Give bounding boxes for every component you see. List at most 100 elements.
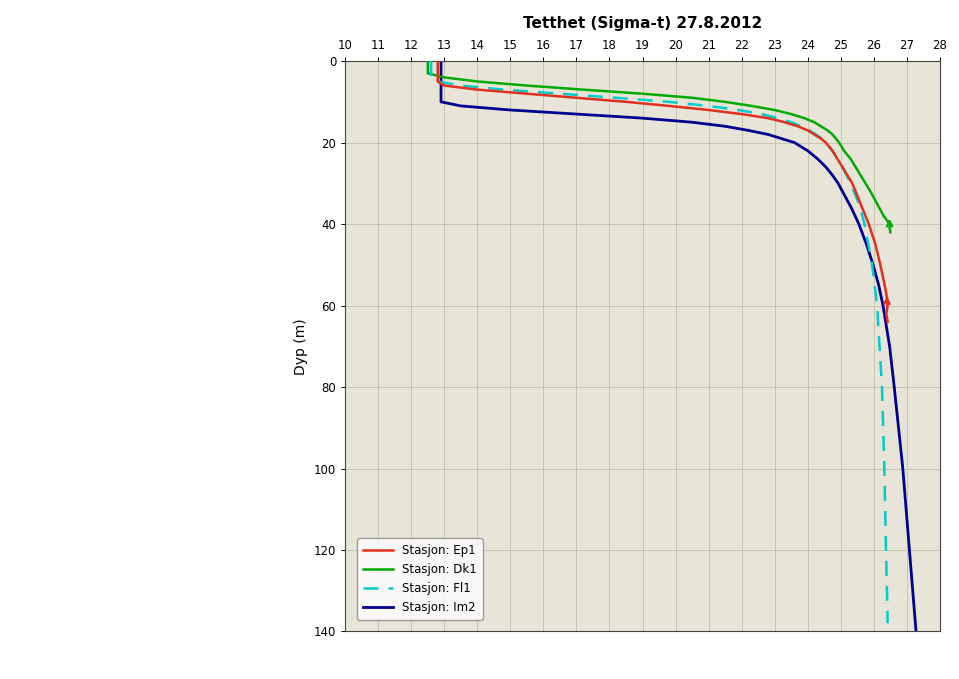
Stasjon: Dk1: (22.3, 11): Dk1: (22.3, 11) xyxy=(746,102,758,110)
Stasjon: Im2: (23.2, 19): Im2: (23.2, 19) xyxy=(776,134,787,143)
Line: Stasjon: Im2: Stasjon: Im2 xyxy=(441,61,916,631)
Stasjon: Im2: (25.6, 40): Im2: (25.6, 40) xyxy=(854,220,865,228)
Stasjon: Fl1: (12.8, 5): Fl1: (12.8, 5) xyxy=(432,77,443,86)
Stasjon: Fl1: (12.6, 4): Fl1: (12.6, 4) xyxy=(426,73,437,81)
Stasjon: Im2: (24.6, 26): Im2: (24.6, 26) xyxy=(820,163,831,171)
Stasjon: Ep1: (26.4, 58): Ep1: (26.4, 58) xyxy=(881,293,893,301)
Stasjon: Im2: (25.8, 45): Im2: (25.8, 45) xyxy=(861,240,873,249)
Stasjon: Im2: (24, 22): Im2: (24, 22) xyxy=(802,147,813,155)
Stasjon: Im2: (24.8, 28): Im2: (24.8, 28) xyxy=(827,171,838,179)
Stasjon: Im2: (27, 110): Im2: (27, 110) xyxy=(901,505,912,513)
Stasjon: Dk1: (24.4, 16): Dk1: (24.4, 16) xyxy=(815,122,827,130)
Stasjon: Im2: (26.1, 55): Im2: (26.1, 55) xyxy=(873,281,884,289)
Stasjon: Fl1: (26.4, 138): Fl1: (26.4, 138) xyxy=(882,619,894,627)
Stasjon: Ep1: (24, 17): Ep1: (24, 17) xyxy=(802,126,813,134)
Stasjon: Ep1: (13, 6): Ep1: (13, 6) xyxy=(438,81,450,90)
Stasjon: Dk1: (24.8, 18): Dk1: (24.8, 18) xyxy=(827,130,838,139)
Stasjon: Im2: (26.9, 100): Im2: (26.9, 100) xyxy=(897,464,908,473)
Stasjon: Fl1: (26.4, 120): Fl1: (26.4, 120) xyxy=(880,546,892,554)
Stasjon: Ep1: (22.8, 14): Ep1: (22.8, 14) xyxy=(762,114,774,122)
Stasjon: Dk1: (14, 5): Dk1: (14, 5) xyxy=(472,77,483,86)
Stasjon: Dk1: (23.5, 13): Dk1: (23.5, 13) xyxy=(785,110,797,118)
Stasjon: Ep1: (23.7, 16): Ep1: (23.7, 16) xyxy=(792,122,804,130)
Stasjon: Ep1: (26.4, 60): Ep1: (26.4, 60) xyxy=(882,301,894,310)
Stasjon: Dk1: (25.8, 30): Dk1: (25.8, 30) xyxy=(859,179,871,187)
Stasjon: Fl1: (23.5, 15): Fl1: (23.5, 15) xyxy=(785,118,797,126)
Stasjon: Ep1: (26.3, 55): Ep1: (26.3, 55) xyxy=(878,281,890,289)
Stasjon: Ep1: (26.2, 50): Ep1: (26.2, 50) xyxy=(875,261,886,269)
Stasjon: Fl1: (18.2, 9): Fl1: (18.2, 9) xyxy=(610,94,621,102)
Stasjon: Ep1: (18.5, 10): Ep1: (18.5, 10) xyxy=(620,98,632,106)
Stasjon: Fl1: (26.2, 80): Fl1: (26.2, 80) xyxy=(877,383,888,391)
Stasjon: Ep1: (15.5, 8): Ep1: (15.5, 8) xyxy=(521,90,532,98)
Stasjon: Im2: (19, 14): Im2: (19, 14) xyxy=(637,114,648,122)
Stasjon: Im2: (22.8, 18): Im2: (22.8, 18) xyxy=(762,130,774,139)
Stasjon: Ep1: (24.4, 19): Ep1: (24.4, 19) xyxy=(815,134,827,143)
Stasjon: Im2: (15, 12): Im2: (15, 12) xyxy=(504,106,516,114)
Stasjon: Ep1: (25.9, 40): Ep1: (25.9, 40) xyxy=(863,220,875,228)
Stasjon: Fl1: (24.9, 24): Fl1: (24.9, 24) xyxy=(831,155,843,163)
Stasjon: Fl1: (22.6, 13): Fl1: (22.6, 13) xyxy=(756,110,767,118)
Stasjon: Dk1: (24.2, 15): Dk1: (24.2, 15) xyxy=(808,118,820,126)
Stasjon: Fl1: (25.2, 28): Fl1: (25.2, 28) xyxy=(841,171,853,179)
Stasjon: Ep1: (25.6, 35): Ep1: (25.6, 35) xyxy=(854,200,866,208)
Stasjon: Fl1: (14.8, 7): Fl1: (14.8, 7) xyxy=(498,86,509,94)
Stasjon: Im2: (26.6, 80): Im2: (26.6, 80) xyxy=(888,383,900,391)
Stasjon: Im2: (17, 13): Im2: (17, 13) xyxy=(571,110,582,118)
Stasjon: Im2: (23.6, 20): Im2: (23.6, 20) xyxy=(788,139,800,147)
Stasjon: Dk1: (20.5, 9): Dk1: (20.5, 9) xyxy=(687,94,698,102)
Stasjon: Ep1: (24.9, 24): Ep1: (24.9, 24) xyxy=(831,155,843,163)
Stasjon: Fl1: (24.1, 17): Fl1: (24.1, 17) xyxy=(804,126,815,134)
Stasjon: Fl1: (24.8, 22): Fl1: (24.8, 22) xyxy=(827,147,838,155)
Stasjon: Fl1: (13.5, 6): Fl1: (13.5, 6) xyxy=(456,81,467,90)
Stasjon: Ep1: (24.6, 20): Ep1: (24.6, 20) xyxy=(820,139,831,147)
Stasjon: Ep1: (12.8, 0): Ep1: (12.8, 0) xyxy=(432,57,443,65)
Stasjon: Ep1: (26.1, 45): Ep1: (26.1, 45) xyxy=(870,240,881,249)
Stasjon: Ep1: (25.2, 28): Ep1: (25.2, 28) xyxy=(842,171,854,179)
Stasjon: Fl1: (25.6, 35): Fl1: (25.6, 35) xyxy=(854,200,865,208)
Stasjon: Dk1: (26.1, 35): Dk1: (26.1, 35) xyxy=(872,200,883,208)
Stasjon: Im2: (27.3, 140): Im2: (27.3, 140) xyxy=(910,627,922,636)
Stasjon: Ep1: (21, 12): Ep1: (21, 12) xyxy=(703,106,714,114)
Stasjon: Dk1: (25.3, 24): Dk1: (25.3, 24) xyxy=(845,155,856,163)
Stasjon: Dk1: (19, 8): Dk1: (19, 8) xyxy=(637,90,648,98)
Stasjon: Im2: (27.1, 120): Im2: (27.1, 120) xyxy=(903,546,915,554)
Stasjon: Im2: (26.3, 60): Im2: (26.3, 60) xyxy=(877,301,889,310)
Stasjon: Dk1: (17.2, 7): Dk1: (17.2, 7) xyxy=(577,86,589,94)
Stasjon: Fl1: (24.6, 20): Fl1: (24.6, 20) xyxy=(820,139,831,147)
Stasjon: Fl1: (26.1, 60): Fl1: (26.1, 60) xyxy=(872,301,883,310)
Stasjon: Ep1: (25.4, 30): Ep1: (25.4, 30) xyxy=(847,179,858,187)
Stasjon: Im2: (26.8, 90): Im2: (26.8, 90) xyxy=(893,424,904,432)
Stasjon: Dk1: (24.6, 17): Dk1: (24.6, 17) xyxy=(822,126,833,134)
Stasjon: Dk1: (21.5, 10): Dk1: (21.5, 10) xyxy=(719,98,731,106)
Stasjon: Fl1: (12.6, 0): Fl1: (12.6, 0) xyxy=(426,57,437,65)
Line: Stasjon: Fl1: Stasjon: Fl1 xyxy=(432,61,888,623)
Title: Tetthet (Sigma-t) 27.8.2012: Tetthet (Sigma-t) 27.8.2012 xyxy=(523,16,762,31)
Stasjon: Fl1: (24.2, 18): Fl1: (24.2, 18) xyxy=(810,130,822,139)
Stasjon: Ep1: (24.2, 18): Ep1: (24.2, 18) xyxy=(808,130,820,139)
Stasjon: Fl1: (19.8, 10): Fl1: (19.8, 10) xyxy=(664,98,675,106)
Stasjon: Dk1: (25.9, 32): Dk1: (25.9, 32) xyxy=(865,187,877,196)
Stasjon: Ep1: (26.4, 62): Ep1: (26.4, 62) xyxy=(880,310,892,318)
Y-axis label: Dyp (m): Dyp (m) xyxy=(294,318,308,375)
Stasjon: Fl1: (21, 11): Fl1: (21, 11) xyxy=(703,102,714,110)
Stasjon: Ep1: (17, 9): Ep1: (17, 9) xyxy=(571,94,582,102)
Stasjon: Dk1: (15.5, 6): Dk1: (15.5, 6) xyxy=(521,81,532,90)
Stasjon: Im2: (24.9, 30): Im2: (24.9, 30) xyxy=(832,179,844,187)
Legend: Stasjon: Ep1, Stasjon: Dk1, Stasjon: Fl1, Stasjon: Im2: Stasjon: Ep1, Stasjon: Dk1, Stasjon: Fl1… xyxy=(357,538,482,620)
Stasjon: Dk1: (23, 12): Dk1: (23, 12) xyxy=(769,106,781,114)
Stasjon: Im2: (25.3, 36): Im2: (25.3, 36) xyxy=(846,204,857,212)
Stasjon: Dk1: (26.5, 42): Dk1: (26.5, 42) xyxy=(884,228,896,236)
Stasjon: Fl1: (25.7, 40): Fl1: (25.7, 40) xyxy=(858,220,870,228)
Stasjon: Dk1: (25.1, 22): Dk1: (25.1, 22) xyxy=(838,147,850,155)
Stasjon: Dk1: (12.5, 3): Dk1: (12.5, 3) xyxy=(422,69,433,77)
Stasjon: Dk1: (23.9, 14): Dk1: (23.9, 14) xyxy=(799,114,810,122)
Stasjon: Dk1: (26.5, 40): Dk1: (26.5, 40) xyxy=(884,220,896,228)
Stasjon: Ep1: (14, 7): Ep1: (14, 7) xyxy=(472,86,483,94)
Stasjon: Ep1: (22, 13): Ep1: (22, 13) xyxy=(736,110,747,118)
Stasjon: Ep1: (24.8, 22): Ep1: (24.8, 22) xyxy=(827,147,838,155)
Stasjon: Fl1: (16.5, 8): Fl1: (16.5, 8) xyxy=(554,90,566,98)
Stasjon: Dk1: (24.9, 20): Dk1: (24.9, 20) xyxy=(833,139,845,147)
Stasjon: Fl1: (25.3, 30): Fl1: (25.3, 30) xyxy=(845,179,856,187)
Stasjon: Dk1: (26.3, 38): Dk1: (26.3, 38) xyxy=(877,212,889,220)
